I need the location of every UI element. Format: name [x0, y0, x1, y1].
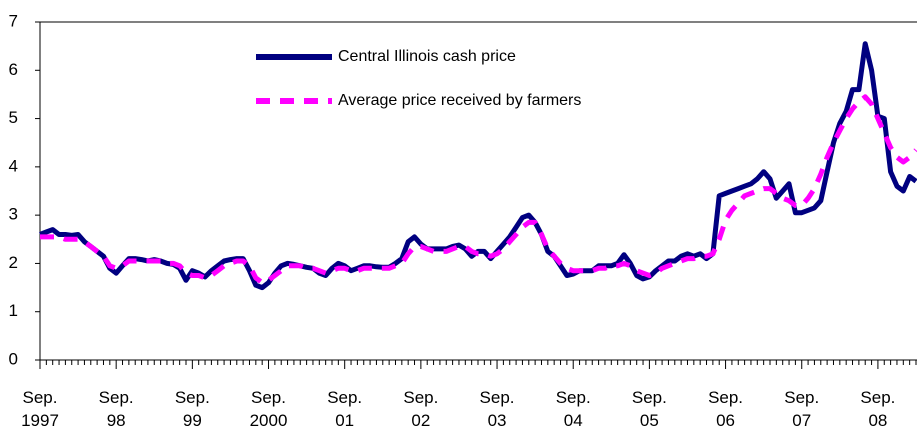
line-series — [39, 41, 917, 291]
y-tick-label: 2 — [9, 253, 18, 272]
x-tick-label: Sep. 07 — [784, 388, 820, 430]
line-series — [40, 94, 917, 286]
x-tick-label: Sep. 06 — [708, 388, 744, 430]
y-tick-label: 7 — [9, 11, 18, 30]
y-tick-label: 0 — [9, 349, 18, 368]
x-tick-label: Sep. 08 — [860, 388, 896, 430]
x-tick-label: Sep. 04 — [555, 388, 591, 430]
x-tick-label: Sep. 03 — [479, 388, 515, 430]
y-tick-label: 6 — [9, 60, 18, 79]
x-tick-label: Sep. 99 — [174, 388, 210, 430]
y-tick-label: 1 — [9, 301, 18, 320]
x-tick-label: Sep. 02 — [403, 388, 439, 430]
x-tick-label: Sep. 2000 — [249, 388, 288, 430]
y-tick-label: 5 — [9, 108, 18, 127]
legend-label: Average price received by farmers — [338, 92, 581, 109]
x-tick-label: Sep. 1997 — [21, 388, 59, 430]
legend-label: Central Illinois cash price — [338, 48, 516, 65]
x-tick-label: Sep. 01 — [327, 388, 363, 430]
x-tick-label: Sep. 05 — [631, 388, 667, 430]
y-tick-label: 4 — [9, 156, 18, 175]
y-tick-label: 3 — [9, 205, 18, 224]
x-tick-label: Sep. 98 — [98, 388, 134, 430]
plot-border — [39, 21, 917, 361]
